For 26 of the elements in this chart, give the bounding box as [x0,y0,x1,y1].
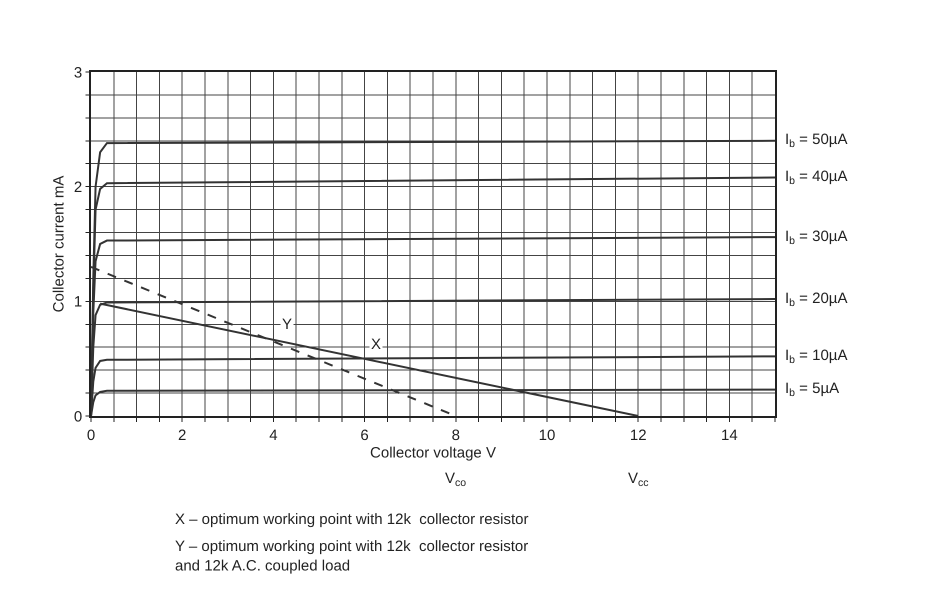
text: V$_{co}$ [445,470,466,490]
annotation: X [371,336,382,353]
x-axis-title: Collector voltage V [370,444,496,462]
x-tick-label: 2 [178,426,186,444]
y-tick-label: 0 [74,408,82,426]
x-tick-label: 6 [360,426,369,444]
annotation: Y [282,316,292,333]
text: Y – optimum working point with 12k collector resistor and 12k A.C. coupled load [175,538,528,574]
series-label: I$_{b}$ = 50µA [785,131,848,150]
x-tick-label: 0 [86,426,96,444]
text: V$_{cc}$ [628,470,649,490]
x-tick-label: 4 [269,426,278,444]
series-label: I$_{b}$ = 20µA [785,290,848,310]
x-tick-label: 8 [452,426,460,444]
y-tick-label: 1 [74,294,82,311]
y-tick-label: 2 [74,178,82,196]
series-label: I$_{b}$ = 40µA [785,168,848,188]
y-tick-label: 3 [74,64,82,82]
y-axis-title: Collector current mA [50,176,68,312]
x-tick-label: 10 [538,426,556,444]
x-tick-label: 14 [721,426,738,444]
series-label: I$_{b}$ = 10µA [785,347,848,366]
series-label: I$_{b}$ = 30µA [785,228,848,248]
text: X – optimum working point with 12k collector resistor [175,511,528,528]
series-label: I$_{b}$ = 5µA [785,380,840,400]
x-tick-label: 12 [630,426,647,444]
